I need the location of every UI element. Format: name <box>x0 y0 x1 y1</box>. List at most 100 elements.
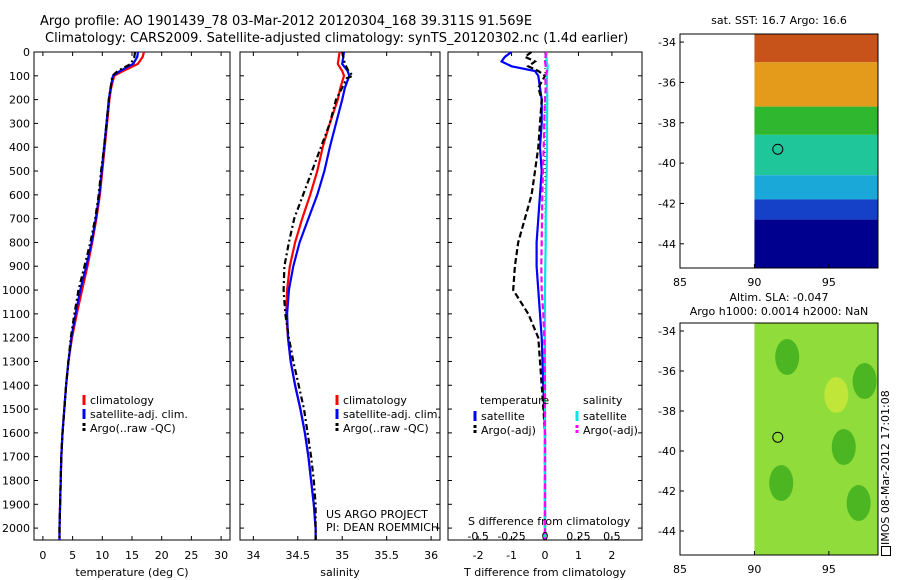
depth-tick-label: 800 <box>9 236 30 249</box>
temperature-axes-box <box>33 51 231 541</box>
sla_map-ytick-label: -36 <box>658 365 676 378</box>
salinity-panel: 34 34.5 35 35.5 36 salinity climatologysatelli… <box>239 51 441 579</box>
depth-tick-label: 500 <box>9 165 30 178</box>
sla_map-ytick-label: -42 <box>658 485 676 498</box>
sst_map-frame <box>679 33 879 269</box>
salinity-legend-label: climatology <box>343 394 407 407</box>
salinity-legend-label: satellite-adj. clim. <box>343 408 441 421</box>
sst_map-ytick-label: -42 <box>658 197 676 210</box>
sst-band <box>754 134 878 176</box>
sla_map-panel: 85 90 95 -34 -36 -38 -40 -42 -44 Altim. SLA: -0.0… <box>658 291 879 576</box>
diff-legend-title-temperature: temperature <box>480 394 549 407</box>
sst_map-ytick-label: -38 <box>658 117 676 130</box>
depth-tick-label: 0 <box>23 46 30 59</box>
sla_map-xtick-label: 90 <box>747 563 761 576</box>
sla-eddy <box>846 485 871 521</box>
depth-tick-label: 1800 <box>2 474 30 487</box>
sst_map-ytick-label: -40 <box>658 157 676 170</box>
profile-location-marker <box>772 143 784 155</box>
differences-series-salinity-argo-adj- <box>540 51 549 540</box>
figure-title-line1: Argo profile: AO 1901439_78 03-Mar-2012 … <box>40 14 533 29</box>
temperature-xtick-label: 0 <box>39 549 46 562</box>
depth-tick-label: 1000 <box>2 284 30 297</box>
sst-band <box>754 34 878 63</box>
depth-tick-label: 1400 <box>2 379 30 392</box>
depth-tick-label: 200 <box>9 94 30 107</box>
salinity-series-satellite-adj-clim- <box>285 51 351 540</box>
depth-tick-label: 300 <box>9 117 30 130</box>
salinity-diff-tick-label: -0.5 <box>467 530 488 543</box>
temperature-series-argo-raw-qc- <box>58 51 137 540</box>
salinity-diff-tick-label: -0.25 <box>497 530 525 543</box>
sst-band <box>754 175 878 200</box>
depth-tick-label: 2000 <box>2 522 30 535</box>
depth-tick-label: 700 <box>9 213 30 226</box>
sst_map-xtick-label: 85 <box>673 276 687 289</box>
imos-timestamp-text: IMOS 08-Mar-2012 17:01:08 <box>879 390 892 545</box>
depth-tick-label: 1500 <box>2 403 30 416</box>
differences-panel: -2 -1 0 1 2 T difference from climatology temp… <box>447 51 643 579</box>
temperature-xlabel: temperature (deg C) <box>75 566 188 579</box>
sst-band <box>754 62 878 107</box>
temperature-xtick-label: 15 <box>125 549 139 562</box>
depth-tick-label: 400 <box>9 141 30 154</box>
salinity-diff-tick-label: 0.25 <box>566 530 591 543</box>
depth-tick-label: 1100 <box>2 308 30 321</box>
sla_map-xtick-label: 85 <box>673 563 687 576</box>
salinity-diff-tick-label: 0.5 <box>603 530 621 543</box>
sla-eddy <box>824 377 849 413</box>
temperature-panel: 0100200300400500600700800900100011001200… <box>2 46 231 579</box>
salinity-diff-axis-label: S difference from climatology <box>468 515 631 528</box>
temperature-legend-label: climatology <box>90 394 154 407</box>
sst_map-ytick-label: -36 <box>658 76 676 89</box>
temperature-legend-label: satellite-adj. clim. <box>90 408 188 421</box>
depth-tick-label: 1700 <box>2 451 30 464</box>
differences-xtick-label: -2 <box>473 549 484 562</box>
temperature-xtick-label: 5 <box>69 549 76 562</box>
sla-eddy <box>769 465 794 501</box>
sla_map-xtick-label: 95 <box>822 563 836 576</box>
sla_map-ytick-label: -44 <box>658 525 676 538</box>
salinity-xtick-label: 35 <box>335 549 349 562</box>
differences-series-temperature-argo-adj- <box>512 51 547 540</box>
sla-eddy <box>775 339 800 375</box>
sst-band <box>754 199 878 220</box>
sst_map-panel: 85 90 95 -34 -36 -38 -40 -42 -44 sat. SST: 16.7 A… <box>658 14 879 289</box>
differences-xtick-label: -1 <box>506 549 517 562</box>
temperature-xtick-label: 25 <box>184 549 198 562</box>
depth-tick-label: 1900 <box>2 498 30 511</box>
salinity-xlabel: salinity <box>320 566 360 579</box>
depth-tick-label: 1600 <box>2 427 30 440</box>
figure-title-line2: Climatology: CARS2009. Satellite-adjuste… <box>45 31 629 46</box>
diff-legend-label: satellite <box>481 410 525 423</box>
differences-xtick-label: 2 <box>608 549 615 562</box>
sla-eddy <box>831 429 856 465</box>
salinity-xtick-label: 34.5 <box>286 549 311 562</box>
sst_map-ytick-label: -44 <box>658 238 676 251</box>
salinity-xtick-label: 35.5 <box>374 549 399 562</box>
salinity-xtick-label: 34 <box>246 549 260 562</box>
salinity-series-argo-raw-qc- <box>282 51 355 540</box>
profile-location-marker <box>772 431 784 443</box>
diff-legend-title-salinity: salinity <box>583 394 623 407</box>
depth-tick-label: 600 <box>9 189 30 202</box>
sla_map-ytick-label: -38 <box>658 405 676 418</box>
temperature-xtick-label: 30 <box>214 549 228 562</box>
depth-tick-label: 1200 <box>2 332 30 345</box>
depth-tick-label: 100 <box>9 70 30 83</box>
imos-timestamp: IMOS 08-Mar-2012 17:01:08 <box>879 390 892 556</box>
sst_map-xtick-label: 95 <box>822 276 836 289</box>
diff-legend-label: satellite <box>583 410 627 423</box>
imos-logo-icon <box>881 546 891 556</box>
project-label: US ARGO PROJECT <box>326 508 428 521</box>
diff-legend-label: Argo(-adj) <box>481 424 536 437</box>
depth-tick-label: 1300 <box>2 355 30 368</box>
sla-map-title-line2: Argo h1000: 0.0014 h2000: NaN <box>690 305 869 318</box>
sst_map-ytick-label: -34 <box>658 36 676 49</box>
differences-xtick-label: 1 <box>575 549 582 562</box>
pi-label: PI: DEAN ROEMMICH <box>326 521 439 534</box>
salinity-xtick-label: 36 <box>424 549 438 562</box>
depth-tick-label: 900 <box>9 260 30 273</box>
differences-xlabel: T difference from climatology <box>463 566 626 579</box>
